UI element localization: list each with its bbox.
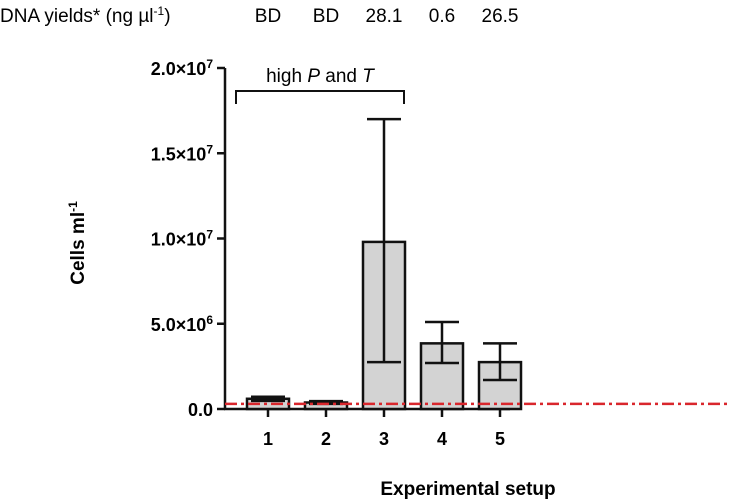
- dna-yield-value: BD: [255, 6, 281, 27]
- dna-yield-value: 26.5: [482, 6, 519, 27]
- annotation-label: high P and T: [266, 66, 375, 87]
- x-axis-title: Experimental setup: [380, 479, 555, 500]
- dna-yield-values: BD BD 28.1 0.6 26.5: [255, 6, 519, 27]
- x-tick-label: 3: [379, 429, 389, 449]
- x-tick-label: 5: [495, 429, 505, 449]
- annotation-bracket: [235, 90, 405, 104]
- y-axis: 0.0 5.0×106 1.0×107 1.5×107 2.0×107: [151, 57, 227, 420]
- y-tick-label: 1.5×107: [151, 142, 214, 164]
- y-tick-label: 2.0×107: [151, 57, 214, 79]
- high-p-t-annotation: high P and T: [235, 66, 405, 104]
- dna-yields-label: DNA yields* (ng µl-1): [0, 4, 171, 27]
- dna-yield-value: 28.1: [366, 6, 403, 27]
- x-tick-label: 4: [437, 429, 447, 449]
- x-tick-label: 1: [263, 429, 273, 449]
- y-axis-title: Cells ml-1: [66, 201, 89, 285]
- dna-yield-value: BD: [313, 6, 339, 27]
- y-tick-label: 0.0: [188, 400, 213, 420]
- y-tick-label: 5.0×106: [151, 313, 214, 335]
- x-tick-label: 2: [321, 429, 331, 449]
- x-axis: 1 2 3 4 5: [224, 407, 510, 449]
- error-bars: [251, 117, 517, 406]
- dna-yield-value: 0.6: [429, 6, 455, 27]
- y-tick-label: 1.0×107: [151, 228, 214, 250]
